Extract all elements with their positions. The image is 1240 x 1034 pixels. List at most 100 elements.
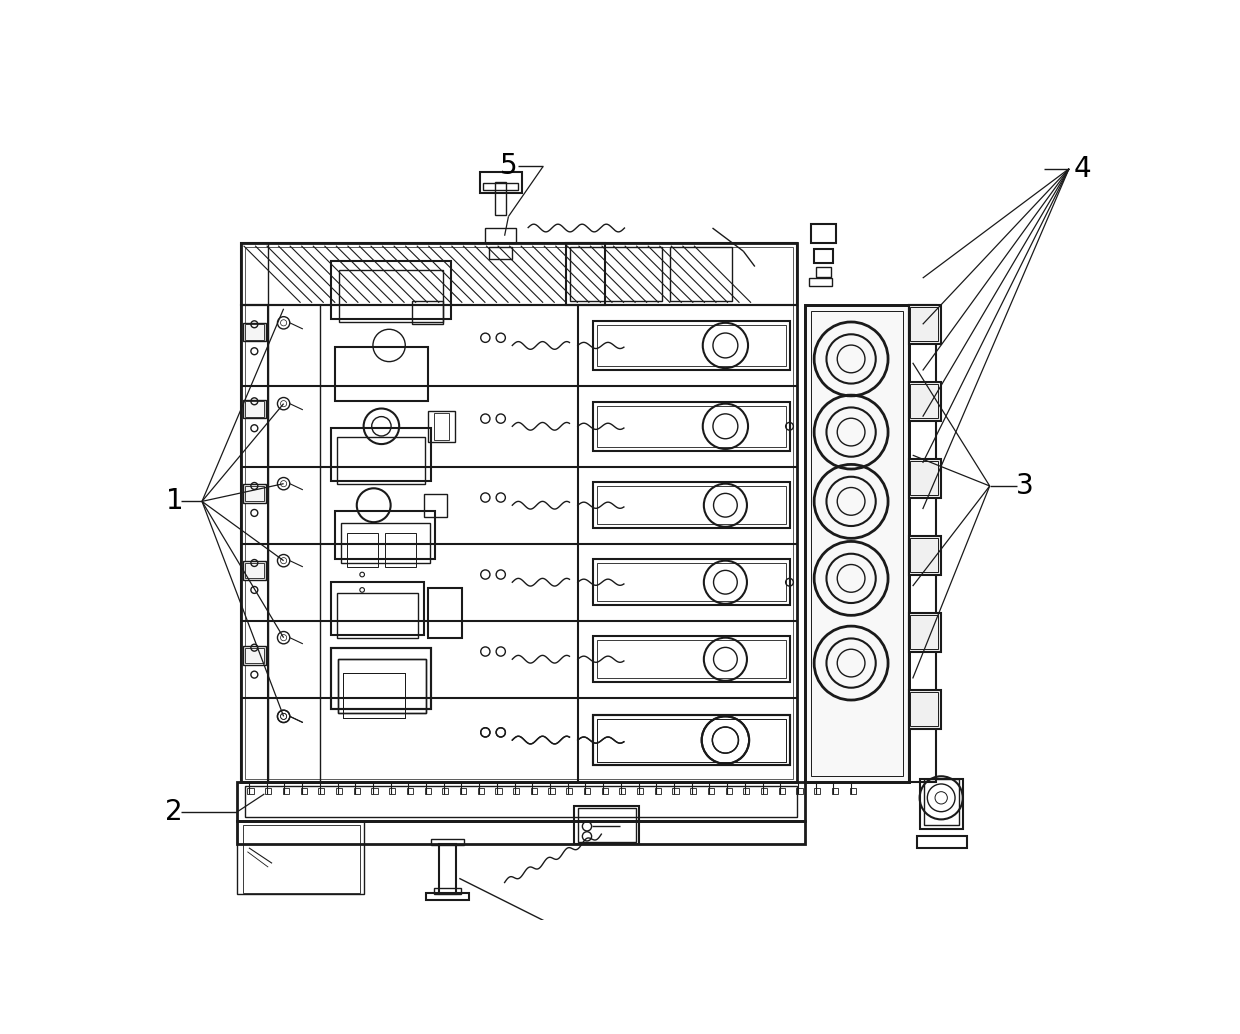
Bar: [570, 247, 662, 301]
Bar: [386, 533, 417, 567]
Bar: [593, 482, 790, 528]
Bar: [347, 533, 377, 567]
Bar: [242, 243, 605, 305]
Bar: [578, 808, 635, 842]
Bar: [910, 385, 939, 418]
Bar: [237, 783, 805, 821]
Bar: [336, 788, 342, 794]
Bar: [910, 461, 939, 495]
Text: 1: 1: [166, 487, 184, 515]
Bar: [924, 779, 959, 825]
Bar: [531, 788, 537, 794]
Bar: [242, 243, 797, 783]
Bar: [916, 837, 967, 848]
Bar: [637, 788, 644, 794]
Bar: [619, 788, 625, 794]
Bar: [353, 788, 360, 794]
Bar: [495, 182, 506, 215]
Bar: [480, 172, 522, 193]
Bar: [335, 347, 428, 401]
Bar: [805, 305, 909, 783]
Bar: [343, 673, 404, 718]
Bar: [601, 788, 608, 794]
Bar: [265, 788, 272, 794]
Bar: [424, 493, 446, 517]
Bar: [593, 714, 790, 765]
Bar: [655, 788, 661, 794]
Bar: [331, 262, 450, 318]
Bar: [796, 788, 802, 794]
Text: 5: 5: [500, 152, 517, 180]
Bar: [596, 719, 786, 762]
Bar: [567, 243, 797, 305]
Bar: [246, 325, 264, 340]
Bar: [808, 278, 832, 285]
Bar: [243, 825, 360, 892]
Text: 2: 2: [165, 797, 182, 826]
Bar: [237, 821, 365, 894]
Bar: [331, 428, 432, 481]
Bar: [920, 779, 962, 828]
Bar: [300, 788, 306, 794]
Bar: [593, 559, 790, 605]
Bar: [593, 714, 790, 765]
Bar: [596, 406, 786, 447]
Bar: [484, 183, 518, 190]
Bar: [331, 647, 432, 709]
Bar: [248, 788, 253, 794]
Bar: [237, 821, 805, 844]
Bar: [372, 788, 377, 794]
Bar: [574, 805, 640, 844]
Bar: [242, 305, 268, 783]
Bar: [811, 311, 903, 777]
Bar: [672, 788, 678, 794]
Bar: [485, 229, 516, 243]
Bar: [910, 693, 939, 726]
Bar: [246, 247, 794, 779]
Bar: [428, 410, 455, 442]
Bar: [335, 512, 435, 559]
Bar: [424, 788, 430, 794]
Bar: [337, 437, 425, 484]
Bar: [670, 247, 732, 301]
Bar: [909, 536, 941, 575]
Bar: [331, 582, 424, 635]
Bar: [691, 788, 697, 794]
Bar: [339, 270, 443, 322]
Bar: [246, 486, 264, 501]
Bar: [909, 613, 941, 651]
Bar: [584, 788, 590, 794]
Bar: [743, 788, 749, 794]
Bar: [909, 305, 941, 343]
Bar: [708, 788, 714, 794]
Bar: [337, 660, 427, 713]
Bar: [412, 301, 443, 325]
Bar: [439, 844, 456, 894]
Bar: [909, 690, 941, 729]
Bar: [816, 268, 831, 276]
Bar: [243, 400, 265, 418]
Bar: [596, 640, 786, 678]
Bar: [761, 788, 768, 794]
Bar: [331, 647, 432, 709]
Bar: [596, 719, 786, 762]
Bar: [432, 839, 464, 845]
Bar: [246, 401, 264, 417]
Bar: [909, 305, 936, 783]
Bar: [319, 788, 325, 794]
Bar: [434, 414, 449, 440]
Bar: [513, 788, 520, 794]
Bar: [593, 322, 790, 370]
Bar: [805, 305, 909, 783]
Bar: [779, 788, 785, 794]
Bar: [246, 562, 264, 578]
Bar: [460, 788, 466, 794]
Bar: [246, 786, 797, 817]
Bar: [343, 673, 404, 718]
Bar: [567, 788, 573, 794]
Bar: [593, 402, 790, 451]
Bar: [243, 646, 265, 665]
Bar: [495, 788, 501, 794]
Bar: [337, 660, 427, 713]
Bar: [477, 788, 484, 794]
